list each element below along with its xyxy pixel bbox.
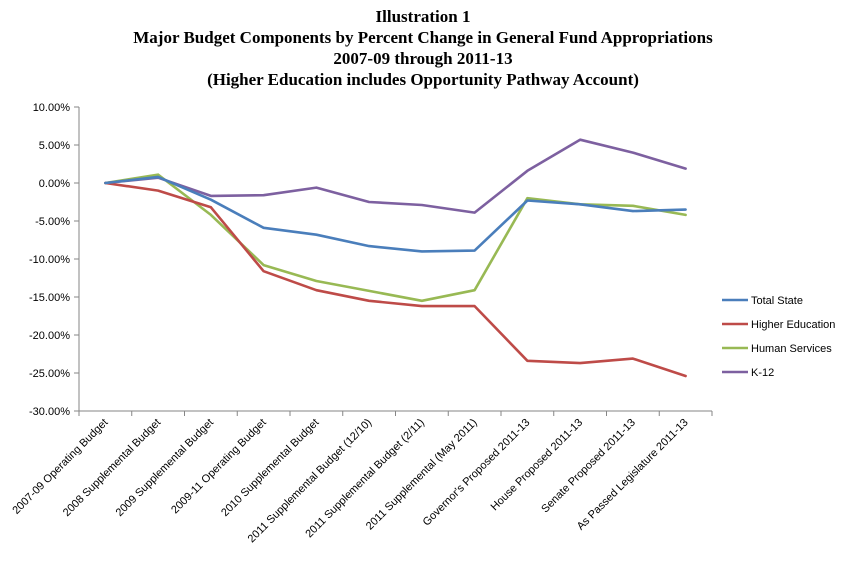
y-tick-label: -30.00%: [29, 406, 70, 418]
y-tick-label: -10.00%: [29, 254, 70, 266]
y-tick-label: 10.00%: [33, 102, 71, 114]
x-tick-label: 2007-09 Operating Budget: [10, 417, 110, 517]
series-line-higher-education: [104, 181, 687, 378]
y-tick-label: -15.00%: [29, 292, 70, 304]
chart-title-line-1: Illustration 1: [375, 7, 471, 26]
x-tick-label: 2008 Supplemental Budget: [61, 417, 163, 519]
x-tick-label: Governor's Proposed 2011-13: [421, 417, 533, 529]
series-line-k-12: [104, 138, 687, 214]
x-tick-label: 2009-11 Operating Budget: [169, 417, 269, 517]
series-line-human-services: [104, 173, 687, 303]
chart-title-line-3: 2007-09 through 2011-13: [333, 49, 513, 68]
chart-title-block: Illustration 1 Major Budget Components b…: [0, 6, 846, 90]
x-tick-label: Senate Proposed 2011-13: [539, 417, 638, 516]
x-tick-label: House Proposed 2011-13: [489, 417, 586, 514]
y-tick-label: 0.00%: [39, 178, 70, 190]
y-tick-label: 5.00%: [39, 140, 70, 152]
y-tick-label: -5.00%: [35, 216, 70, 228]
x-tick-label: 2011 Supplemental (May 2011): [364, 417, 480, 533]
series-line-total-state: [104, 175, 687, 253]
y-tick-label: -20.00%: [29, 330, 70, 342]
legend-label: Total State: [751, 295, 803, 307]
chart-title-line-2: Major Budget Components by Percent Chang…: [133, 28, 713, 47]
y-tick-label: -25.00%: [29, 368, 70, 380]
x-tick-label: 2009 Supplemental Budget: [114, 417, 216, 519]
x-tick-label: As Passed Legislature 2011-13: [575, 417, 691, 533]
legend-label: Human Services: [751, 343, 832, 355]
chart-title-line-4: (Higher Education includes Opportunity P…: [207, 70, 639, 89]
legend-label: Higher Education: [751, 319, 835, 331]
x-tick-label: 2010 Supplemental Budget: [219, 417, 321, 519]
legend-label: K-12: [751, 367, 774, 379]
